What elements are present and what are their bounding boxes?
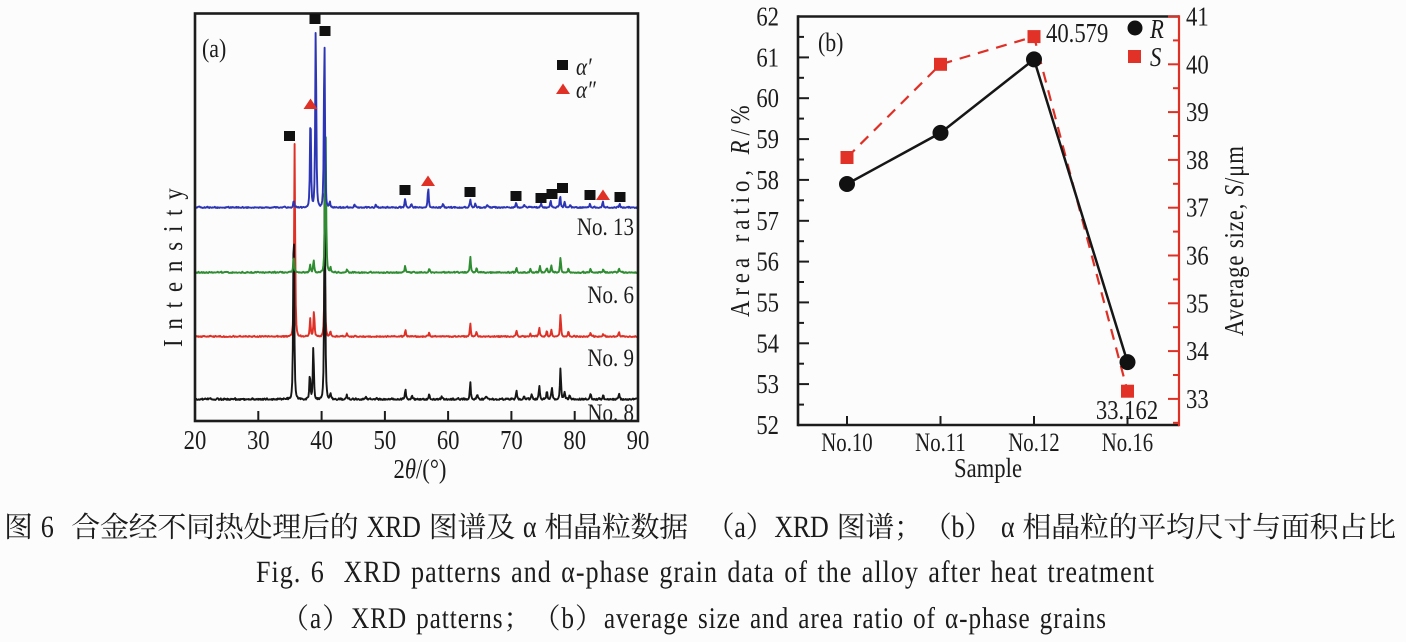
svg-text:No.10: No.10 <box>821 429 872 458</box>
svg-text:30: 30 <box>247 426 270 455</box>
svg-text:No.16: No.16 <box>1102 429 1154 458</box>
svg-text:S: S <box>1150 43 1162 72</box>
svg-text:53: 53 <box>756 370 779 399</box>
svg-text:20: 20 <box>184 426 207 455</box>
svg-text:(b): (b) <box>818 29 843 57</box>
svg-text:59: 59 <box>756 125 779 154</box>
svg-text:50: 50 <box>374 426 397 455</box>
svg-text:35: 35 <box>1186 290 1209 319</box>
svg-text:No. 8: No. 8 <box>587 398 634 426</box>
svg-text:Sample: Sample <box>954 454 1022 483</box>
svg-text:60: 60 <box>437 426 460 455</box>
svg-text:70: 70 <box>500 426 523 455</box>
svg-text:No. 9: No. 9 <box>587 343 634 371</box>
svg-text:33.162: 33.162 <box>1096 396 1158 425</box>
svg-text:33: 33 <box>1186 385 1209 414</box>
svg-text:No.11: No.11 <box>915 429 966 458</box>
svg-text:55: 55 <box>756 289 779 318</box>
svg-text:α″: α″ <box>576 75 596 103</box>
svg-text:No. 13: No. 13 <box>577 212 634 240</box>
svg-text:58: 58 <box>756 166 779 195</box>
svg-text:α′: α′ <box>576 52 592 80</box>
svg-text:2θ/(°): 2θ/(°) <box>394 455 447 484</box>
svg-text:61: 61 <box>756 44 779 73</box>
svg-text:R: R <box>1149 15 1164 44</box>
svg-text:60: 60 <box>756 84 779 113</box>
svg-text:56: 56 <box>756 248 779 277</box>
svg-text:80: 80 <box>563 426 586 455</box>
svg-text:34: 34 <box>1186 337 1209 366</box>
svg-text:41: 41 <box>1186 3 1209 32</box>
svg-text:No. 6: No. 6 <box>587 280 634 308</box>
svg-text:62: 62 <box>756 3 779 32</box>
svg-text:Average size, S/μm: Average size, S/μm <box>1220 146 1249 336</box>
svg-text:No.12: No.12 <box>1008 429 1059 458</box>
svg-text:36: 36 <box>1186 242 1209 271</box>
svg-text:39: 39 <box>1186 98 1209 127</box>
svg-text:54: 54 <box>756 330 779 359</box>
svg-text:Intensity: Intensity <box>159 188 188 347</box>
svg-text:40: 40 <box>1186 51 1209 80</box>
svg-text:38: 38 <box>1186 146 1209 175</box>
svg-text:40: 40 <box>310 426 333 455</box>
svg-text:90: 90 <box>627 426 650 455</box>
svg-text:40.579: 40.579 <box>1046 19 1108 48</box>
svg-text:52: 52 <box>756 411 779 440</box>
svg-text:37: 37 <box>1186 194 1209 223</box>
svg-text:57: 57 <box>756 207 779 236</box>
svg-text:Area ratio, R/%: Area ratio, R/% <box>726 105 755 317</box>
svg-text:(a): (a) <box>202 35 226 63</box>
